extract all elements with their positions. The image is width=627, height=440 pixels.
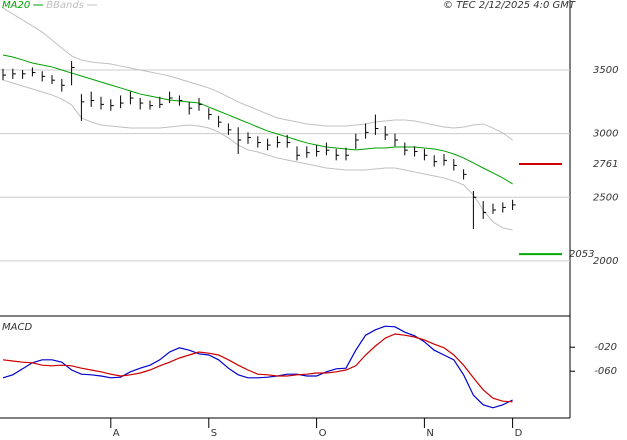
ma-line — [2, 54, 513, 185]
x-tick-label: S — [211, 428, 217, 439]
x-tick-label: A — [113, 428, 120, 439]
level-label: 2053 — [569, 249, 594, 260]
macd-title: MACD — [2, 322, 32, 333]
y-tick-label: -060 — [594, 366, 617, 377]
x-tick-label: D — [515, 428, 523, 439]
y-tick-label: 3000 — [593, 129, 618, 140]
legend-label: MA20 — [2, 0, 30, 11]
upper-band — [2, 7, 513, 141]
y-tick-label: 3500 — [593, 65, 618, 76]
y-tick-label: -020 — [594, 342, 617, 353]
macd-line — [2, 333, 513, 403]
lower-band — [2, 79, 513, 231]
source-annotation: © TEC 2/12/2025 4:0 GMT — [443, 0, 576, 11]
legend-label: BBands — [46, 0, 84, 11]
macd-line — [2, 325, 513, 409]
x-tick-label: N — [426, 428, 433, 439]
y-tick-label: 2500 — [593, 192, 618, 203]
y-tick-label: 2000 — [593, 256, 618, 267]
level-label: 2761 — [593, 159, 618, 170]
x-tick-label: O — [319, 428, 327, 439]
